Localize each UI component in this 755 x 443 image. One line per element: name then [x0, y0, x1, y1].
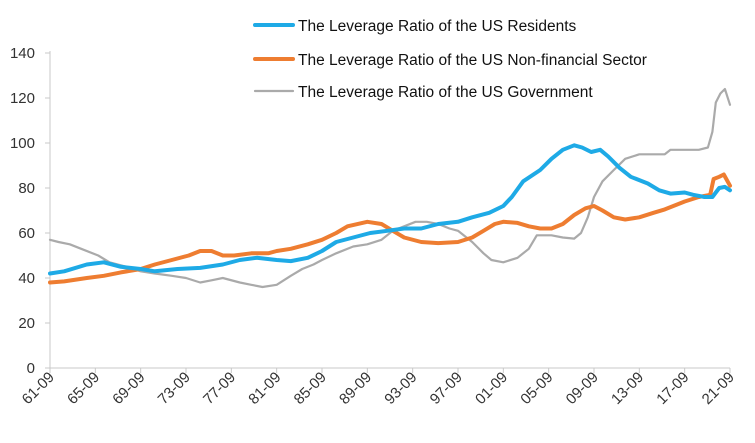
y-tick-label: 120 [10, 90, 35, 107]
series-line-3 [48, 87, 732, 289]
series-layer [48, 87, 732, 289]
x-tick-label: 93-09 [381, 369, 420, 408]
x-tick-label: 13-09 [608, 369, 647, 408]
x-axis: 61-09 65-09 69-09 73-09 77-09 81-09 85-09 89-09… [19, 367, 738, 408]
x-tick-label: 77-09 [200, 369, 239, 408]
x-tick-label: 69-09 [109, 369, 148, 408]
x-tick-label: 05-09 [517, 369, 556, 408]
x-tick-label: 01-09 [472, 369, 511, 408]
y-tick-label: 140 [10, 45, 35, 62]
y-axis: 0 20 40 60 80 100 120 140 [10, 45, 51, 377]
series-line-1 [48, 143, 732, 276]
legend-label-2: The Leverage Ratio of the US Non-financi… [298, 52, 647, 69]
legend-label-3: The Leverage Ratio of the US Government [298, 84, 593, 101]
x-tick-label: 21-09 [699, 369, 738, 408]
y-tick-label: 0 [27, 360, 35, 377]
x-tick-label: 17-09 [653, 369, 692, 408]
series-line-2 [48, 172, 732, 285]
legend-label-1: The Leverage Ratio of the US Residents [298, 18, 577, 35]
legend: The Leverage Ratio of the US Residents Th… [253, 18, 647, 101]
y-tick-label: 40 [18, 270, 35, 287]
x-tick-label: 89-09 [336, 369, 375, 408]
x-tick-label: 09-09 [563, 369, 602, 408]
y-tick-label: 20 [18, 315, 35, 332]
x-tick-label: 97-09 [427, 369, 466, 408]
x-tick-label: 65-09 [64, 369, 103, 408]
x-tick-label: 73-09 [155, 369, 194, 408]
x-tick-label: 81-09 [245, 369, 284, 408]
y-tick-label: 100 [10, 135, 35, 152]
y-tick-label: 60 [18, 225, 35, 242]
x-tick-label: 85-09 [291, 369, 330, 408]
y-tick-label: 80 [18, 180, 35, 197]
x-tick-label: 61-09 [19, 369, 58, 408]
